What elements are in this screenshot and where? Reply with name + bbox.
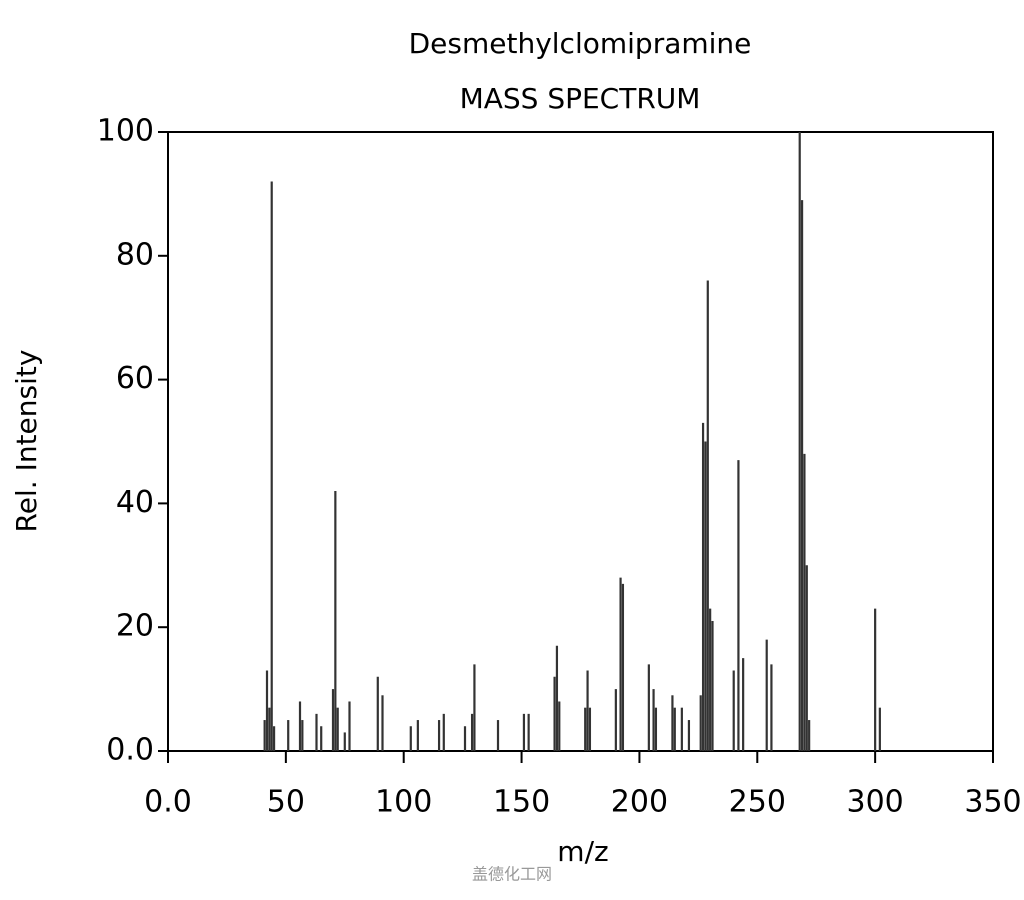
x-tick-label: 300 — [847, 785, 904, 820]
x-axis-label: m/z — [557, 835, 608, 868]
y-axis-label: Rel. Intensity — [10, 350, 43, 533]
x-tick-label: 50 — [267, 785, 305, 820]
x-tick-label: 0.0 — [144, 785, 192, 820]
chart-title: Desmethylclomipramine — [409, 27, 752, 60]
y-tick-label: 80 — [116, 237, 154, 272]
x-tick-label: 150 — [493, 785, 550, 820]
watermark: 盖德化工网 — [472, 865, 552, 884]
y-tick-label: 20 — [116, 609, 154, 644]
x-tick-label: 200 — [611, 785, 668, 820]
chart-subtitle: MASS SPECTRUM — [460, 82, 701, 115]
y-tick-label: 60 — [116, 361, 154, 396]
plot-frame — [167, 131, 994, 752]
y-tick-label: 40 — [116, 485, 154, 520]
y-tick-label: 0.0 — [106, 733, 154, 768]
x-tick-label: 100 — [375, 785, 432, 820]
x-tick-label: 350 — [964, 785, 1021, 820]
y-tick-label: 100 — [97, 114, 154, 149]
x-tick-label: 250 — [729, 785, 786, 820]
